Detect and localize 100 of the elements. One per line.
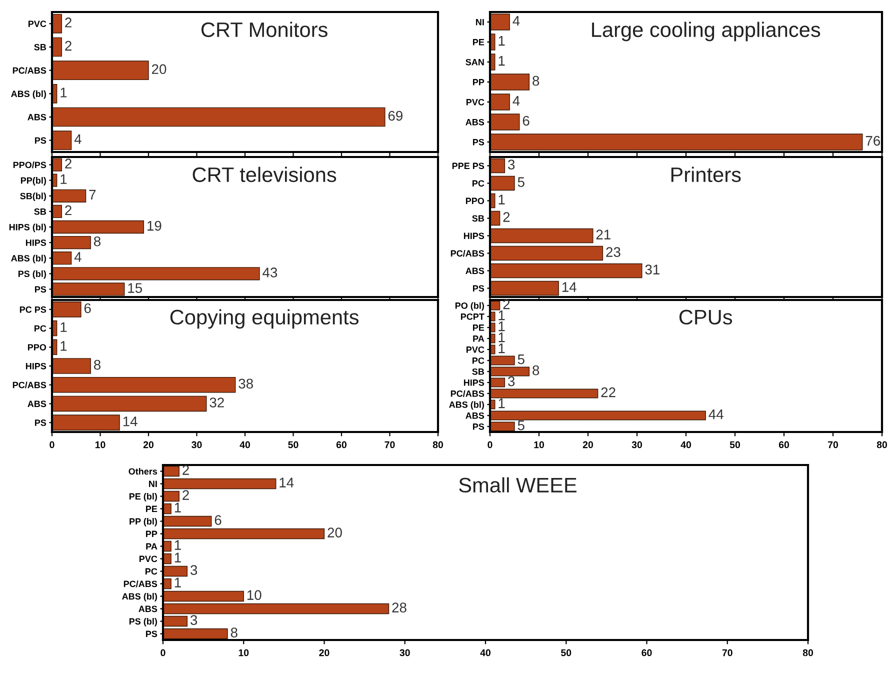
x-tick-label: 30 (192, 441, 202, 448)
y-tick-label: PS (473, 138, 484, 146)
y-tick-label: PVC (466, 98, 484, 106)
data-label: 1 (498, 194, 505, 204)
bar (490, 263, 642, 278)
y-tick-label: PA (146, 543, 158, 550)
y-tick-label: PE (146, 506, 158, 512)
data-label: 14 (562, 282, 576, 292)
bar (52, 14, 62, 34)
x-tick-label: 50 (730, 441, 740, 448)
data-label: 1 (174, 502, 181, 512)
y-tick-label: PS (35, 137, 46, 144)
bar (52, 267, 260, 280)
bar (163, 590, 244, 602)
y-tick-label: ABS (466, 412, 484, 419)
data-label: 5 (518, 177, 524, 187)
x-tick-label: 50 (288, 441, 298, 448)
y-tick-label: PC (472, 357, 484, 364)
data-label: 2 (65, 205, 72, 216)
y-tick-label: PC (472, 180, 484, 187)
x-tick-label: 20 (319, 649, 330, 656)
data-label: 1 (174, 540, 181, 550)
y-tick-label: PC (146, 568, 158, 575)
bar (490, 228, 594, 244)
data-label: 7 (89, 190, 96, 200)
y-tick-label: PS (bl) (129, 618, 157, 626)
bar (490, 14, 510, 30)
bar (163, 628, 228, 640)
y-tick-label: PC (34, 325, 46, 332)
chart-title: Small WEEE (459, 477, 576, 493)
data-label: 6 (522, 116, 530, 126)
y-tick-label: PC/ABS (12, 67, 46, 74)
y-tick-label: SB (34, 208, 46, 215)
data-label: 22 (601, 387, 616, 398)
chart-title: Large cooling appliances (592, 22, 820, 42)
y-tick-label: PS (35, 286, 46, 293)
x-tick-label: 40 (240, 441, 250, 448)
x-tick-label: 0 (488, 441, 492, 448)
y-tick-label: NI (476, 19, 484, 26)
bar (52, 414, 120, 430)
y-tick-label: PVC (466, 346, 484, 353)
bar (490, 356, 515, 366)
data-label: 2 (503, 299, 510, 310)
chart-title: Copying equipments (170, 309, 359, 329)
x-tick-label: 30 (400, 649, 410, 656)
data-label: 2 (65, 18, 72, 28)
y-tick-label: PS (473, 423, 484, 430)
y-tick-label: PPO/PS (13, 162, 46, 168)
bar (52, 358, 91, 374)
data-label: 20 (328, 528, 342, 538)
data-label: 28 (392, 602, 406, 612)
y-tick-label: PE (473, 39, 484, 46)
chart-title: CRT Monitors (201, 22, 328, 38)
y-tick-label: PE (bl) (129, 492, 157, 502)
y-tick-label: PA (473, 336, 484, 342)
bar (52, 282, 125, 296)
y-tick-label: HIPS (464, 379, 484, 386)
x-tick-label: 10 (95, 441, 106, 448)
y-tick-label: SB(bl) (20, 192, 46, 202)
data-label: 8 (230, 628, 238, 638)
y-tick-label: PP(bl) (20, 177, 46, 186)
bar (52, 189, 86, 202)
data-label: 10 (247, 590, 262, 600)
data-label: 4 (512, 96, 520, 106)
y-tick-label: PPO (466, 198, 484, 204)
bar (490, 158, 506, 174)
x-tick-label: 70 (384, 441, 395, 448)
y-tick-label: PS (473, 285, 484, 292)
y-tick-label: ABS (bl) (11, 254, 46, 264)
x-tick-label: 80 (802, 649, 814, 656)
data-label: 1 (60, 341, 67, 351)
x-tick-label: 60 (336, 441, 347, 448)
chart-title: CRT televisions (192, 166, 336, 182)
bar (163, 478, 276, 490)
bar (163, 566, 188, 577)
y-tick-label: SAN (466, 58, 484, 66)
data-label: 8 (532, 76, 540, 86)
y-tick-label: HIPS (464, 232, 484, 240)
data-label: 4 (512, 16, 520, 26)
y-tick-label: SB (34, 44, 46, 50)
y-tick-label: PPE PS (452, 162, 484, 170)
x-tick-label: 60 (642, 649, 652, 656)
y-tick-label: PS (bl) (18, 270, 46, 279)
x-tick-label: 70 (828, 441, 838, 448)
x-tick-label: 70 (722, 649, 732, 656)
data-label: 38 (238, 378, 253, 389)
bar (490, 366, 530, 376)
bar (163, 528, 325, 540)
data-label: 1 (498, 398, 505, 408)
y-tick-label: ABS (28, 114, 46, 120)
y-tick-label: ABS (bl) (122, 592, 157, 602)
y-tick-label: HIPS (26, 362, 46, 370)
y-tick-label: ABS (28, 400, 46, 408)
data-label: 1 (498, 322, 505, 332)
bar (490, 246, 604, 261)
data-label: 1 (498, 332, 505, 342)
data-label: 8 (532, 365, 540, 376)
data-label: 1 (498, 310, 505, 320)
bar (490, 280, 559, 296)
y-tick-label: ABS (bl) (11, 90, 46, 99)
